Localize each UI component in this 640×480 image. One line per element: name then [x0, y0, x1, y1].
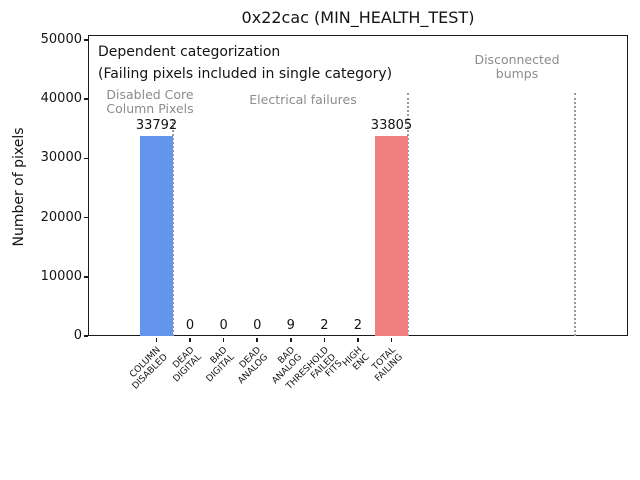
annotation-failing-pixels-note: (Failing pixels included in single categ… [98, 66, 393, 82]
x-tick-label-threshold-failed-fits: THRESHOLD FAILED FITS [284, 345, 345, 392]
x-tick-label-bad-analog: BAD ANALOG [270, 345, 304, 386]
y-axis-label: Number of pixels [11, 127, 27, 247]
x-tick-mark [189, 337, 191, 342]
x-tick-mark [290, 337, 292, 342]
chart-title: 0x22cac (MIN_HEALTH_TEST) [241, 8, 475, 27]
y-tick-label-0: 0 [73, 328, 82, 343]
y-tick-label-40000: 40000 [40, 91, 82, 107]
x-tick-mark [222, 337, 225, 342]
x-tick-mark [256, 337, 258, 342]
x-tick-label-dead-digital: DEAD DIGITAL [171, 345, 204, 384]
x-tick-mark [390, 337, 393, 342]
y-tick-label-50000: 50000 [40, 32, 82, 47]
annotation-dependent-categorization: Dependent categorization [98, 44, 281, 60]
x-tick-label-column-disabled: COLUMN DISABLED [128, 345, 170, 392]
x-tick-label-total-failing: TOTAL FAILING [370, 345, 405, 384]
plot-area [88, 35, 628, 336]
x-tick-mark [155, 337, 158, 342]
x-tick-label-high-enc: HIGH ENC [340, 345, 372, 373]
x-tick-label-dead-analog: DEAD ANALOG [236, 345, 271, 386]
x-tick-label-bad-digital: BAD DIGITAL [204, 345, 237, 384]
x-tick-mark [323, 337, 326, 342]
x-tick-mark [357, 337, 359, 342]
y-tick-label-10000: 10000 [40, 268, 82, 284]
